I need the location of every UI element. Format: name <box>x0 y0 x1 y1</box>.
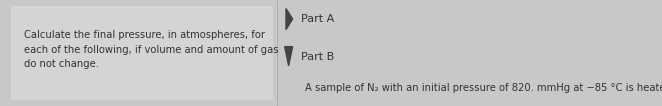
Text: Calculate the final pressure, in atmospheres, for
each of the following, if volu: Calculate the final pressure, in atmosph… <box>24 30 279 69</box>
Text: Part A: Part A <box>301 14 334 24</box>
Polygon shape <box>286 8 293 30</box>
Text: A sample of N₂ with an initial pressure of 820. mmHg at −85 °C is heated to 30. : A sample of N₂ with an initial pressure … <box>305 83 662 93</box>
Text: Part B: Part B <box>301 52 334 62</box>
Polygon shape <box>285 47 293 66</box>
Bar <box>11 6 273 100</box>
